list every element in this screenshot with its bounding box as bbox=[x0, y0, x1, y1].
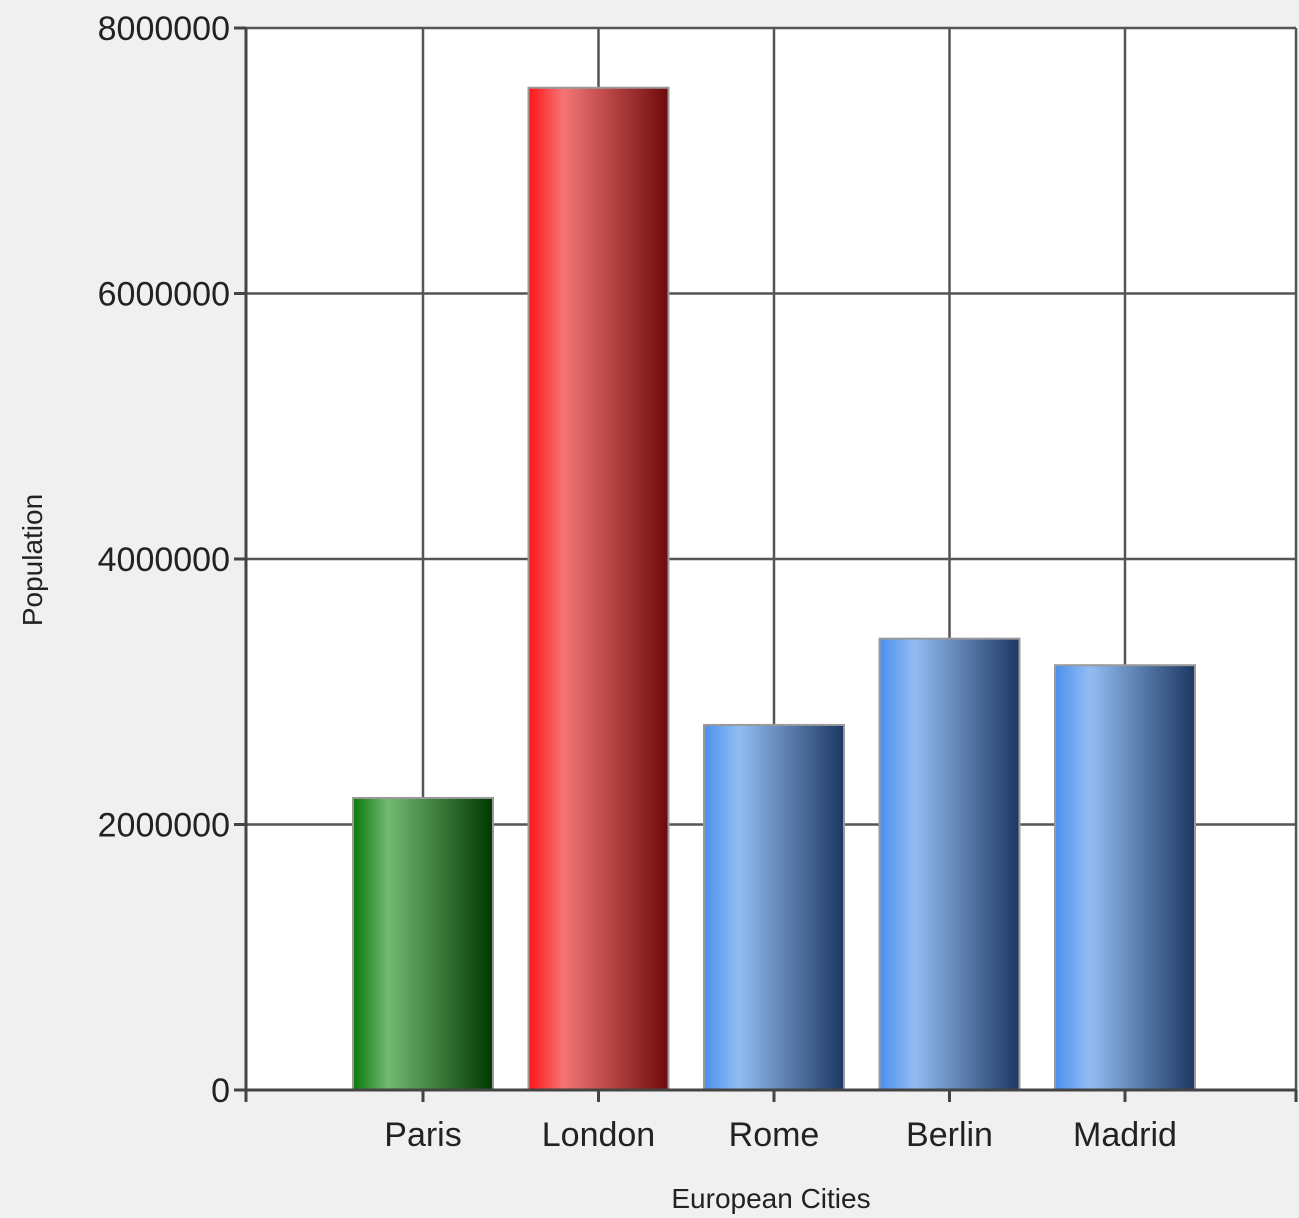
y-tick-label: 8000000 bbox=[98, 10, 230, 48]
bar-madrid bbox=[1054, 664, 1196, 1091]
x-tick-label: Rome bbox=[729, 1116, 820, 1154]
x-axis-title: European Cities bbox=[671, 1183, 870, 1214]
x-tick-label: London bbox=[542, 1116, 655, 1154]
y-tick-label: 6000000 bbox=[98, 276, 230, 314]
y-tick-label: 0 bbox=[211, 1072, 230, 1110]
axes bbox=[244, 28, 1296, 1092]
bar-paris bbox=[352, 796, 494, 1091]
bar-berlin bbox=[878, 637, 1021, 1092]
y-axis-title: Population bbox=[17, 494, 48, 626]
bar-london bbox=[527, 86, 670, 1092]
x-tick-label: Paris bbox=[384, 1116, 461, 1154]
x-tick-label: Berlin bbox=[906, 1116, 993, 1154]
x-tick-labels: Paris London Rome Berlin Madrid bbox=[384, 1116, 1177, 1154]
bar-rome bbox=[703, 723, 845, 1091]
x-tick-label: Madrid bbox=[1073, 1116, 1177, 1154]
bars bbox=[352, 86, 1196, 1092]
y-tick-labels: 0 2000000 4000000 6000000 8000000 bbox=[98, 10, 230, 1110]
y-tick-label: 4000000 bbox=[98, 541, 230, 579]
y-tick-label: 2000000 bbox=[98, 807, 230, 845]
